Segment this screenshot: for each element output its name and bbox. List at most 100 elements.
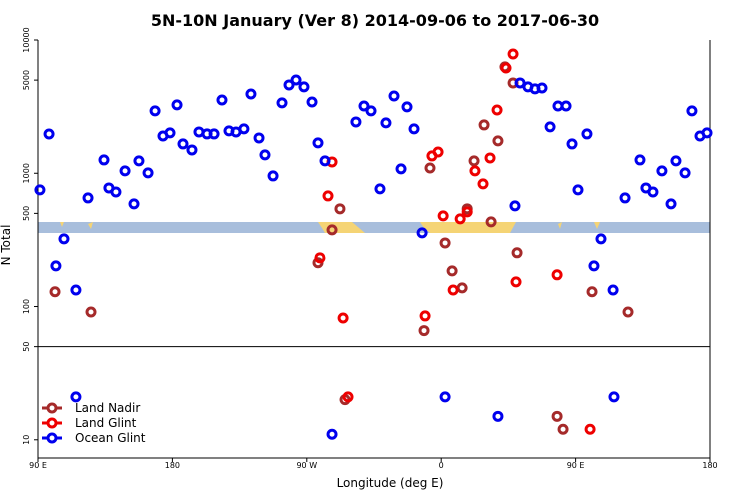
point bbox=[557, 423, 569, 435]
point bbox=[298, 81, 310, 93]
point bbox=[70, 284, 82, 296]
point bbox=[461, 206, 473, 218]
x-tick-label: 90 W bbox=[296, 461, 317, 470]
y-tick-label: 50 bbox=[22, 342, 31, 352]
point bbox=[607, 284, 619, 296]
point bbox=[238, 123, 250, 135]
point bbox=[491, 104, 503, 116]
point bbox=[437, 210, 449, 222]
point bbox=[177, 138, 189, 150]
point bbox=[85, 306, 97, 318]
point bbox=[70, 391, 82, 403]
point bbox=[50, 260, 62, 272]
point bbox=[544, 121, 556, 133]
point bbox=[477, 178, 489, 190]
point bbox=[439, 391, 451, 403]
point bbox=[98, 154, 110, 166]
point bbox=[312, 137, 324, 149]
x-tick-label: 90 E bbox=[29, 461, 47, 470]
point bbox=[142, 167, 154, 179]
map-strip bbox=[38, 222, 710, 233]
point bbox=[253, 132, 265, 144]
point bbox=[326, 428, 338, 440]
point bbox=[586, 286, 598, 298]
point bbox=[551, 410, 563, 422]
point bbox=[432, 146, 444, 158]
point bbox=[149, 105, 161, 117]
land-shape bbox=[558, 222, 562, 229]
point bbox=[608, 391, 620, 403]
point bbox=[43, 128, 55, 140]
point bbox=[208, 128, 220, 140]
point bbox=[314, 252, 326, 264]
point bbox=[34, 184, 46, 196]
point bbox=[551, 269, 563, 281]
point bbox=[342, 391, 354, 403]
legend-label: Land Nadir bbox=[75, 401, 140, 415]
point bbox=[388, 90, 400, 102]
y-tick-label: 100 bbox=[22, 299, 31, 314]
point bbox=[350, 116, 362, 128]
point bbox=[686, 105, 698, 117]
point bbox=[509, 200, 521, 212]
legend-marker bbox=[46, 402, 58, 414]
point bbox=[584, 423, 596, 435]
point bbox=[510, 276, 522, 288]
y-tick-label: 5000 bbox=[22, 70, 31, 90]
point bbox=[446, 265, 458, 277]
point bbox=[358, 100, 370, 112]
point bbox=[514, 77, 526, 89]
point bbox=[454, 213, 466, 225]
point bbox=[670, 155, 682, 167]
legend-label: Ocean Glint bbox=[75, 431, 146, 445]
point bbox=[380, 117, 392, 129]
point bbox=[267, 170, 279, 182]
y-tick-label: 10 bbox=[22, 435, 31, 445]
point bbox=[679, 167, 691, 179]
point bbox=[290, 74, 302, 86]
point bbox=[49, 286, 61, 298]
point bbox=[58, 233, 70, 245]
point bbox=[634, 154, 646, 166]
point bbox=[484, 152, 496, 164]
point bbox=[566, 138, 578, 150]
legend-marker bbox=[46, 417, 58, 429]
point bbox=[216, 94, 228, 106]
legend-marker bbox=[46, 432, 58, 444]
land-shape bbox=[420, 222, 516, 233]
point bbox=[572, 184, 584, 196]
point bbox=[276, 97, 288, 109]
point bbox=[119, 165, 131, 177]
point bbox=[395, 163, 407, 175]
point bbox=[334, 203, 346, 215]
y-tick-label: 500 bbox=[22, 206, 31, 221]
point bbox=[408, 123, 420, 135]
point bbox=[468, 155, 480, 167]
point bbox=[478, 119, 490, 131]
land-shape bbox=[60, 222, 64, 227]
point bbox=[447, 284, 459, 296]
y-tick-label: 1000 bbox=[22, 163, 31, 183]
point bbox=[595, 233, 607, 245]
point bbox=[171, 99, 183, 111]
point bbox=[419, 310, 431, 322]
x-tick-label: 0 bbox=[439, 461, 444, 470]
point bbox=[322, 190, 334, 202]
point bbox=[647, 186, 659, 198]
point bbox=[82, 192, 94, 204]
point bbox=[259, 149, 271, 161]
point bbox=[374, 183, 386, 195]
point bbox=[492, 410, 504, 422]
land-shape bbox=[318, 222, 365, 233]
x-tick-label: 180 bbox=[165, 461, 180, 470]
land-shape bbox=[594, 222, 600, 229]
point bbox=[619, 192, 631, 204]
point bbox=[492, 135, 504, 147]
point bbox=[439, 237, 451, 249]
land-shape bbox=[88, 222, 93, 229]
point bbox=[337, 312, 349, 324]
point bbox=[469, 165, 481, 177]
point bbox=[500, 62, 512, 74]
point bbox=[560, 100, 572, 112]
